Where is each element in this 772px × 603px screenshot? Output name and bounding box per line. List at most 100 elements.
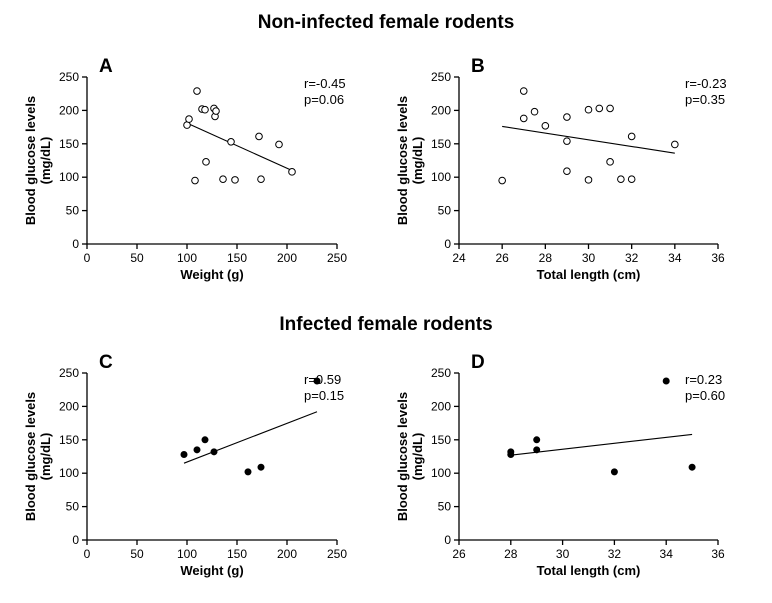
data-point	[563, 137, 571, 145]
x-tick-label: 200	[277, 251, 297, 265]
top-section-title: Non-infected female rodents	[258, 12, 515, 33]
x-axis-title: Total length (cm)	[537, 267, 641, 282]
panel-letter: C	[99, 352, 113, 373]
data-point	[563, 167, 571, 175]
data-point	[541, 121, 550, 130]
r-value: r=0.23	[685, 372, 722, 387]
y-tick-label: 0	[444, 533, 451, 547]
panel-a: A 0 50 100 150 200 250 0 50 100 150 200 250 Weight (g…	[23, 56, 347, 282]
data-point	[617, 175, 625, 184]
data-point	[191, 176, 199, 185]
data-point	[193, 446, 201, 454]
y-tick-label: 250	[59, 70, 79, 84]
y-axis-title-line1: Blood glucose levels	[395, 392, 410, 521]
r-value: r=0.59	[304, 372, 341, 387]
data-point	[519, 87, 528, 95]
y-axis-title-line1: Blood glucose levels	[23, 392, 38, 521]
y-tick-label: 0	[72, 237, 79, 251]
p-value: p=0.15	[304, 388, 344, 403]
x-tick-label: 150	[227, 251, 247, 265]
y-axis-title-line1: Blood glucose levels	[23, 96, 38, 225]
y-tick-label: 200	[59, 399, 79, 413]
y-tick-label: 200	[431, 399, 451, 413]
panel-letter: D	[471, 352, 485, 373]
panel-c: C 0 50 100 150 200 250 0 50 100 150 200 250 Weight (g…	[23, 352, 347, 578]
data-point	[212, 107, 220, 115]
p-value: p=0.60	[685, 388, 725, 403]
y-axis-title-line2: (mg/dL)	[410, 433, 425, 481]
y-tick-label: 50	[66, 204, 80, 218]
panel-b: B 0 50 100 150 200 250 24 26 28 30 32 34 36 Total leng…	[395, 56, 727, 282]
x-axis-title: Total length (cm)	[537, 563, 641, 578]
x-axis-title: Weight (g)	[180, 563, 243, 578]
data-point	[201, 436, 209, 444]
data-point	[255, 132, 263, 141]
y-tick-label: 250	[59, 366, 79, 380]
data-point	[662, 377, 670, 385]
x-tick-label: 36	[711, 251, 725, 265]
y-tick-label: 50	[438, 500, 452, 514]
x-tick-label: 32	[625, 251, 639, 265]
data-point	[688, 463, 696, 471]
x-tick-label: 28	[539, 251, 553, 265]
x-tick-label: 30	[582, 251, 596, 265]
y-tick-label: 100	[431, 170, 451, 184]
y-tick-label: 0	[444, 237, 451, 251]
r-value: r=-0.45	[304, 76, 346, 91]
regression-line	[502, 125, 675, 154]
x-tick-label: 100	[177, 547, 197, 561]
data-point	[257, 463, 265, 471]
regression-line	[510, 433, 693, 456]
regression-line	[186, 122, 293, 172]
data-point	[498, 176, 506, 185]
p-value: p=0.35	[685, 92, 725, 107]
y-tick-label: 200	[431, 103, 451, 117]
data-point	[606, 104, 614, 113]
y-tick-label: 0	[72, 533, 79, 547]
y-tick-label: 150	[431, 137, 451, 151]
panel-letter: B	[471, 56, 485, 77]
x-tick-label: 250	[327, 251, 347, 265]
y-axis-title-line2: (mg/dL)	[38, 433, 53, 481]
y-tick-label: 50	[66, 500, 80, 514]
x-tick-label: 36	[711, 547, 725, 561]
regression-line	[183, 411, 318, 464]
data-point	[533, 446, 541, 454]
y-tick-label: 150	[431, 433, 451, 447]
data-point	[627, 132, 636, 141]
y-tick-label: 100	[59, 170, 79, 184]
data-point	[533, 436, 541, 444]
y-axis-title-line2: (mg/dL)	[410, 137, 425, 185]
data-point	[201, 105, 209, 114]
x-tick-label: 28	[504, 547, 518, 561]
x-tick-label: 250	[327, 547, 347, 561]
data-point	[193, 87, 201, 95]
r-value: r=-0.23	[685, 76, 727, 91]
data-point	[507, 448, 515, 456]
data-point	[530, 107, 539, 116]
x-tick-label: 32	[608, 547, 622, 561]
data-point	[606, 158, 614, 166]
data-point	[275, 140, 283, 149]
p-value: p=0.06	[304, 92, 344, 107]
data-point	[244, 468, 252, 476]
x-tick-label: 0	[84, 547, 91, 561]
data-point	[584, 105, 593, 114]
data-point	[313, 377, 321, 385]
data-point	[595, 104, 604, 113]
data-point	[202, 158, 210, 166]
y-tick-label: 100	[59, 466, 79, 480]
y-tick-label: 150	[59, 137, 79, 151]
data-point	[610, 468, 618, 476]
x-tick-label: 50	[130, 547, 144, 561]
x-tick-label: 26	[452, 547, 466, 561]
y-tick-label: 50	[438, 204, 452, 218]
data-point	[671, 140, 679, 149]
x-tick-label: 30	[556, 547, 570, 561]
panels: A 0 50 100 150 200 250 0 50 100 150 200 250 Weight (g…	[23, 56, 727, 578]
data-point	[227, 137, 235, 146]
data-point	[180, 450, 188, 458]
data-point	[219, 175, 227, 184]
x-tick-label: 150	[227, 547, 247, 561]
